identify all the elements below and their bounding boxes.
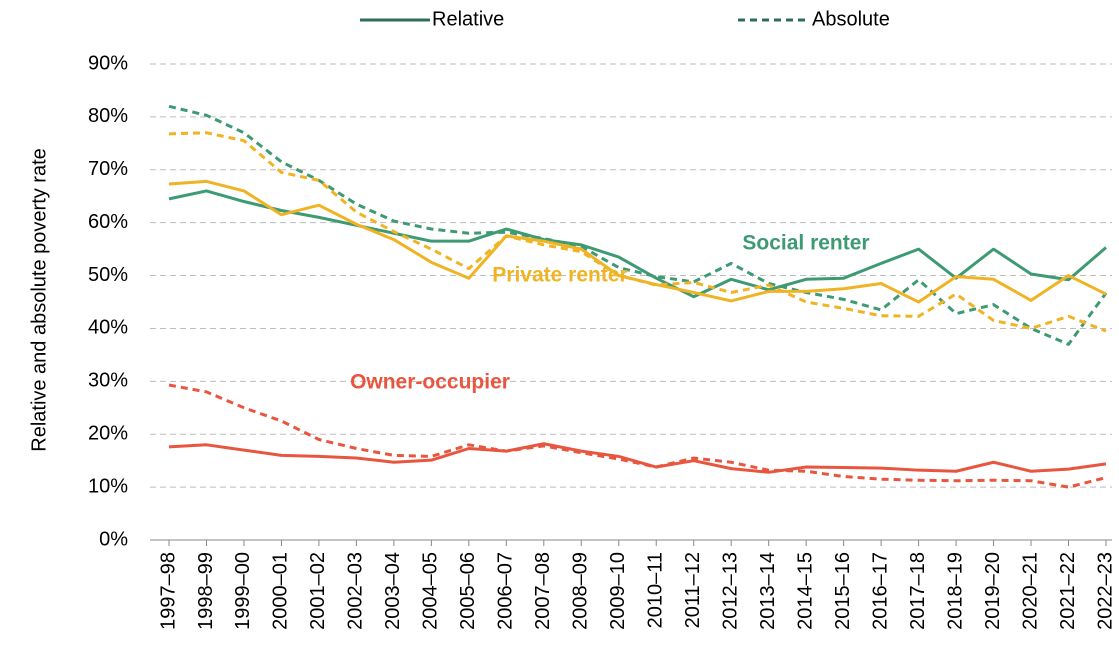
x-tick-label: 2015–16	[832, 552, 854, 630]
y-tick-label: 70%	[88, 158, 128, 180]
y-tick-label: 30%	[88, 370, 128, 392]
x-tick-label: 2017–18	[907, 552, 929, 630]
y-tick-label: 60%	[88, 211, 128, 233]
x-tick-label: 2005–06	[457, 552, 479, 630]
x-tick-label: 2009–10	[607, 552, 629, 630]
legend-label: Relative	[432, 8, 504, 30]
series-annotation: Private renter	[492, 264, 627, 287]
x-tick-label: 2006–07	[495, 552, 517, 630]
y-tick-label: 90%	[88, 52, 128, 74]
absolute-line	[168, 131, 1107, 333]
x-tick-label: 2008–09	[570, 552, 592, 630]
y-tick-label: 40%	[88, 317, 128, 339]
x-tick-label: 2003–04	[382, 552, 404, 630]
x-tick-label: 2000–01	[270, 552, 292, 630]
relative-line	[168, 442, 1107, 474]
absolute-line	[168, 104, 1108, 346]
x-tick-label: 2007–08	[532, 552, 554, 630]
series-annotation: Owner-occupier	[350, 371, 510, 394]
x-tick-label: 1999–00	[232, 552, 254, 630]
x-tick-label: 2012–13	[719, 552, 741, 630]
relative-line	[168, 189, 1107, 299]
x-tick-label: 2013–14	[757, 552, 779, 630]
x-tick-label: 2021–22	[1057, 552, 1079, 630]
x-tick-label: 2014–15	[794, 552, 816, 630]
relative-line	[168, 179, 1107, 304]
series-annotation: Social renter	[742, 232, 869, 255]
y-tick-label: 10%	[88, 475, 128, 497]
x-tick-label: 2016–17	[869, 552, 891, 630]
x-tick-label: 2019–20	[982, 552, 1004, 630]
y-tick-label: 20%	[88, 423, 128, 445]
x-tick-label: 2022–23	[1094, 552, 1116, 630]
x-tick-label: 1998–99	[195, 552, 217, 630]
absolute-line	[168, 383, 1107, 489]
x-tick-label: 2020–21	[1019, 552, 1041, 630]
legend-label: Absolute	[812, 8, 890, 30]
y-tick-label: 0%	[99, 528, 128, 550]
x-tick-label: 2010–11	[645, 552, 667, 628]
y-tick-label: 80%	[88, 105, 128, 127]
x-tick-label: 1997–98	[157, 552, 179, 630]
x-tick-label: 2002–03	[345, 552, 367, 630]
x-tick-label: 2018–19	[944, 552, 966, 630]
x-tick-label: 2011–12	[682, 552, 704, 628]
y-tick-label: 50%	[88, 264, 128, 286]
x-tick-label: 2004–05	[420, 552, 442, 630]
y-axis-label: Relative and absolute poverty rate	[28, 148, 50, 452]
x-tick-label: 2001–02	[307, 552, 329, 630]
